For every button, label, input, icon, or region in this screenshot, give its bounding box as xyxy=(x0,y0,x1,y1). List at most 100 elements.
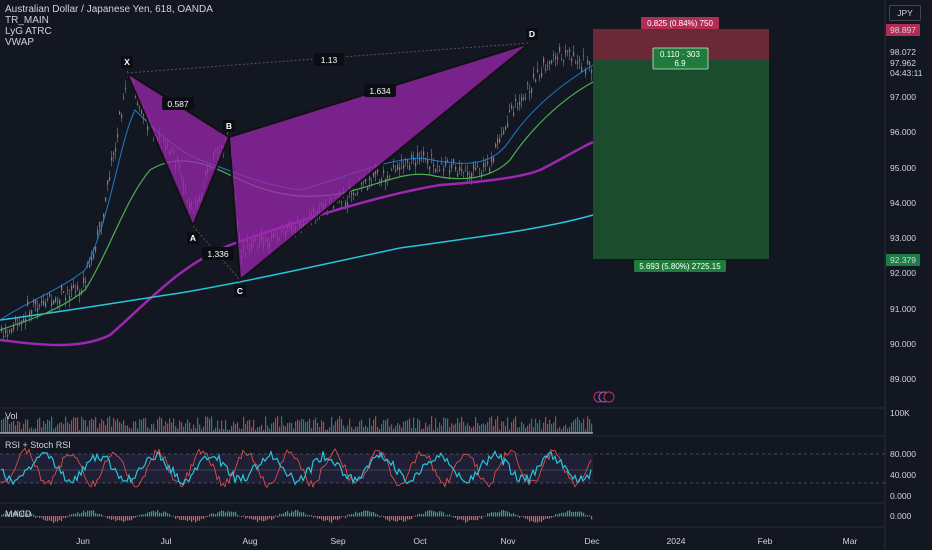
macd-bar xyxy=(193,516,195,521)
macd-bar xyxy=(307,514,309,517)
macd-bar xyxy=(219,511,221,517)
volume-bar xyxy=(439,422,441,433)
price-axis[interactable]: 97.000 96.000 95.000 94.000 93.000 92.00… xyxy=(890,92,916,521)
macd-bar xyxy=(463,516,465,521)
time-tick: Oct xyxy=(413,536,427,546)
symbol-title[interactable]: Australian Dollar / Japanese Yen, 618, O… xyxy=(5,4,213,15)
volume-bar xyxy=(131,428,133,433)
volume-bar xyxy=(153,423,155,433)
volume-bar xyxy=(545,417,547,433)
volume-bar xyxy=(57,424,59,433)
macd-bar xyxy=(315,516,317,518)
volume-bar xyxy=(589,419,591,433)
indicator-tr-main[interactable]: TR_MAIN xyxy=(5,15,49,26)
macd-bar xyxy=(17,510,19,517)
volume-bar xyxy=(333,425,335,433)
volume-bar xyxy=(267,425,269,433)
macd-bar xyxy=(97,513,99,517)
macd-bar xyxy=(149,512,151,517)
time-axis[interactable]: Jun Jul Aug Sep Oct Nov Dec 2024 Feb Mar xyxy=(76,536,857,546)
macd-bar xyxy=(105,516,107,517)
volume-bar xyxy=(353,429,355,433)
macd-bar xyxy=(503,510,505,517)
macd-bar xyxy=(345,516,347,519)
macd-bar xyxy=(409,516,411,520)
volume-bar xyxy=(305,422,307,433)
volume-bar xyxy=(137,428,139,433)
volume-bar xyxy=(87,426,89,433)
volume-bar xyxy=(251,427,253,433)
indicator-vwap[interactable]: VWAP xyxy=(5,37,35,48)
candle-body xyxy=(77,286,79,290)
event-marker-icon[interactable] xyxy=(603,391,615,403)
volume-bar xyxy=(161,418,163,433)
ratio-bd-label: 1.634 xyxy=(369,86,391,96)
chart-legend[interactable]: Australian Dollar / Japanese Yen, 618, O… xyxy=(5,4,213,48)
pattern-bcd-triangle[interactable] xyxy=(227,42,531,282)
volume-bar xyxy=(375,416,377,433)
macd-bar xyxy=(579,511,581,517)
candle-body xyxy=(415,162,417,167)
macd-bar xyxy=(543,516,545,520)
volume-pane-label[interactable]: Vol xyxy=(5,411,18,421)
volume-bar xyxy=(231,425,233,433)
macd-bar xyxy=(367,510,369,517)
volume-bar xyxy=(347,425,349,433)
macd-bar xyxy=(489,513,491,517)
macd-bar xyxy=(83,510,85,517)
macd-bar xyxy=(405,516,407,522)
indicator-lyg-atrc[interactable]: LyG ATRC xyxy=(5,26,52,37)
target-zone[interactable] xyxy=(593,60,769,259)
candle-body xyxy=(457,173,459,177)
volume-bar xyxy=(117,418,119,433)
macd-pane-label[interactable]: MACD xyxy=(5,509,32,519)
pattern-xab-triangle[interactable] xyxy=(124,70,231,229)
currency-button[interactable]: JPY xyxy=(889,5,921,21)
candle-body xyxy=(447,160,449,162)
macd-bar xyxy=(133,516,135,518)
target-label: 5.693 (5.80%) 2725.15 xyxy=(639,262,721,271)
macd-bar xyxy=(111,516,113,521)
macd-bar xyxy=(277,516,279,518)
rsi-pane-label[interactable]: RSI + Stoch RSI xyxy=(5,440,71,450)
macd-bar xyxy=(539,516,541,522)
macd-bar xyxy=(559,513,561,517)
candle-body xyxy=(95,246,97,252)
volume-bar xyxy=(19,421,21,433)
candle-body xyxy=(351,192,353,195)
macd-bar xyxy=(243,515,245,517)
volume-bar xyxy=(577,416,579,433)
macd-bar xyxy=(101,514,103,517)
macd-bar xyxy=(79,513,81,517)
macd-bar xyxy=(509,512,511,517)
macd-bar xyxy=(257,516,259,523)
macd-bar xyxy=(179,516,181,520)
macd-bar xyxy=(301,512,303,517)
macd-bar xyxy=(255,516,257,520)
volume-bar xyxy=(291,423,293,433)
macd-bar xyxy=(163,511,165,517)
volume-bar xyxy=(159,416,161,433)
volume-bar xyxy=(493,425,495,433)
volume-bar xyxy=(447,418,449,433)
volume-bar xyxy=(217,420,219,433)
macd-bar xyxy=(235,511,237,517)
volume-bar xyxy=(3,418,5,433)
volume-bar xyxy=(315,417,317,433)
risk-reward-box[interactable] xyxy=(652,47,709,70)
target-label-box xyxy=(634,260,726,272)
volume-bar xyxy=(295,421,297,433)
candle-body xyxy=(49,293,51,296)
volume-bar xyxy=(497,416,499,433)
volume-bar xyxy=(585,429,587,433)
macd-bar xyxy=(459,516,461,520)
volume-bar xyxy=(343,425,345,433)
macd-bar xyxy=(59,516,61,521)
volume-bar xyxy=(533,427,535,433)
macd-bar xyxy=(467,516,469,522)
macd-bar xyxy=(495,512,497,517)
volume-bar xyxy=(49,420,51,433)
volume-bar xyxy=(277,416,279,433)
candle-body xyxy=(375,170,377,175)
